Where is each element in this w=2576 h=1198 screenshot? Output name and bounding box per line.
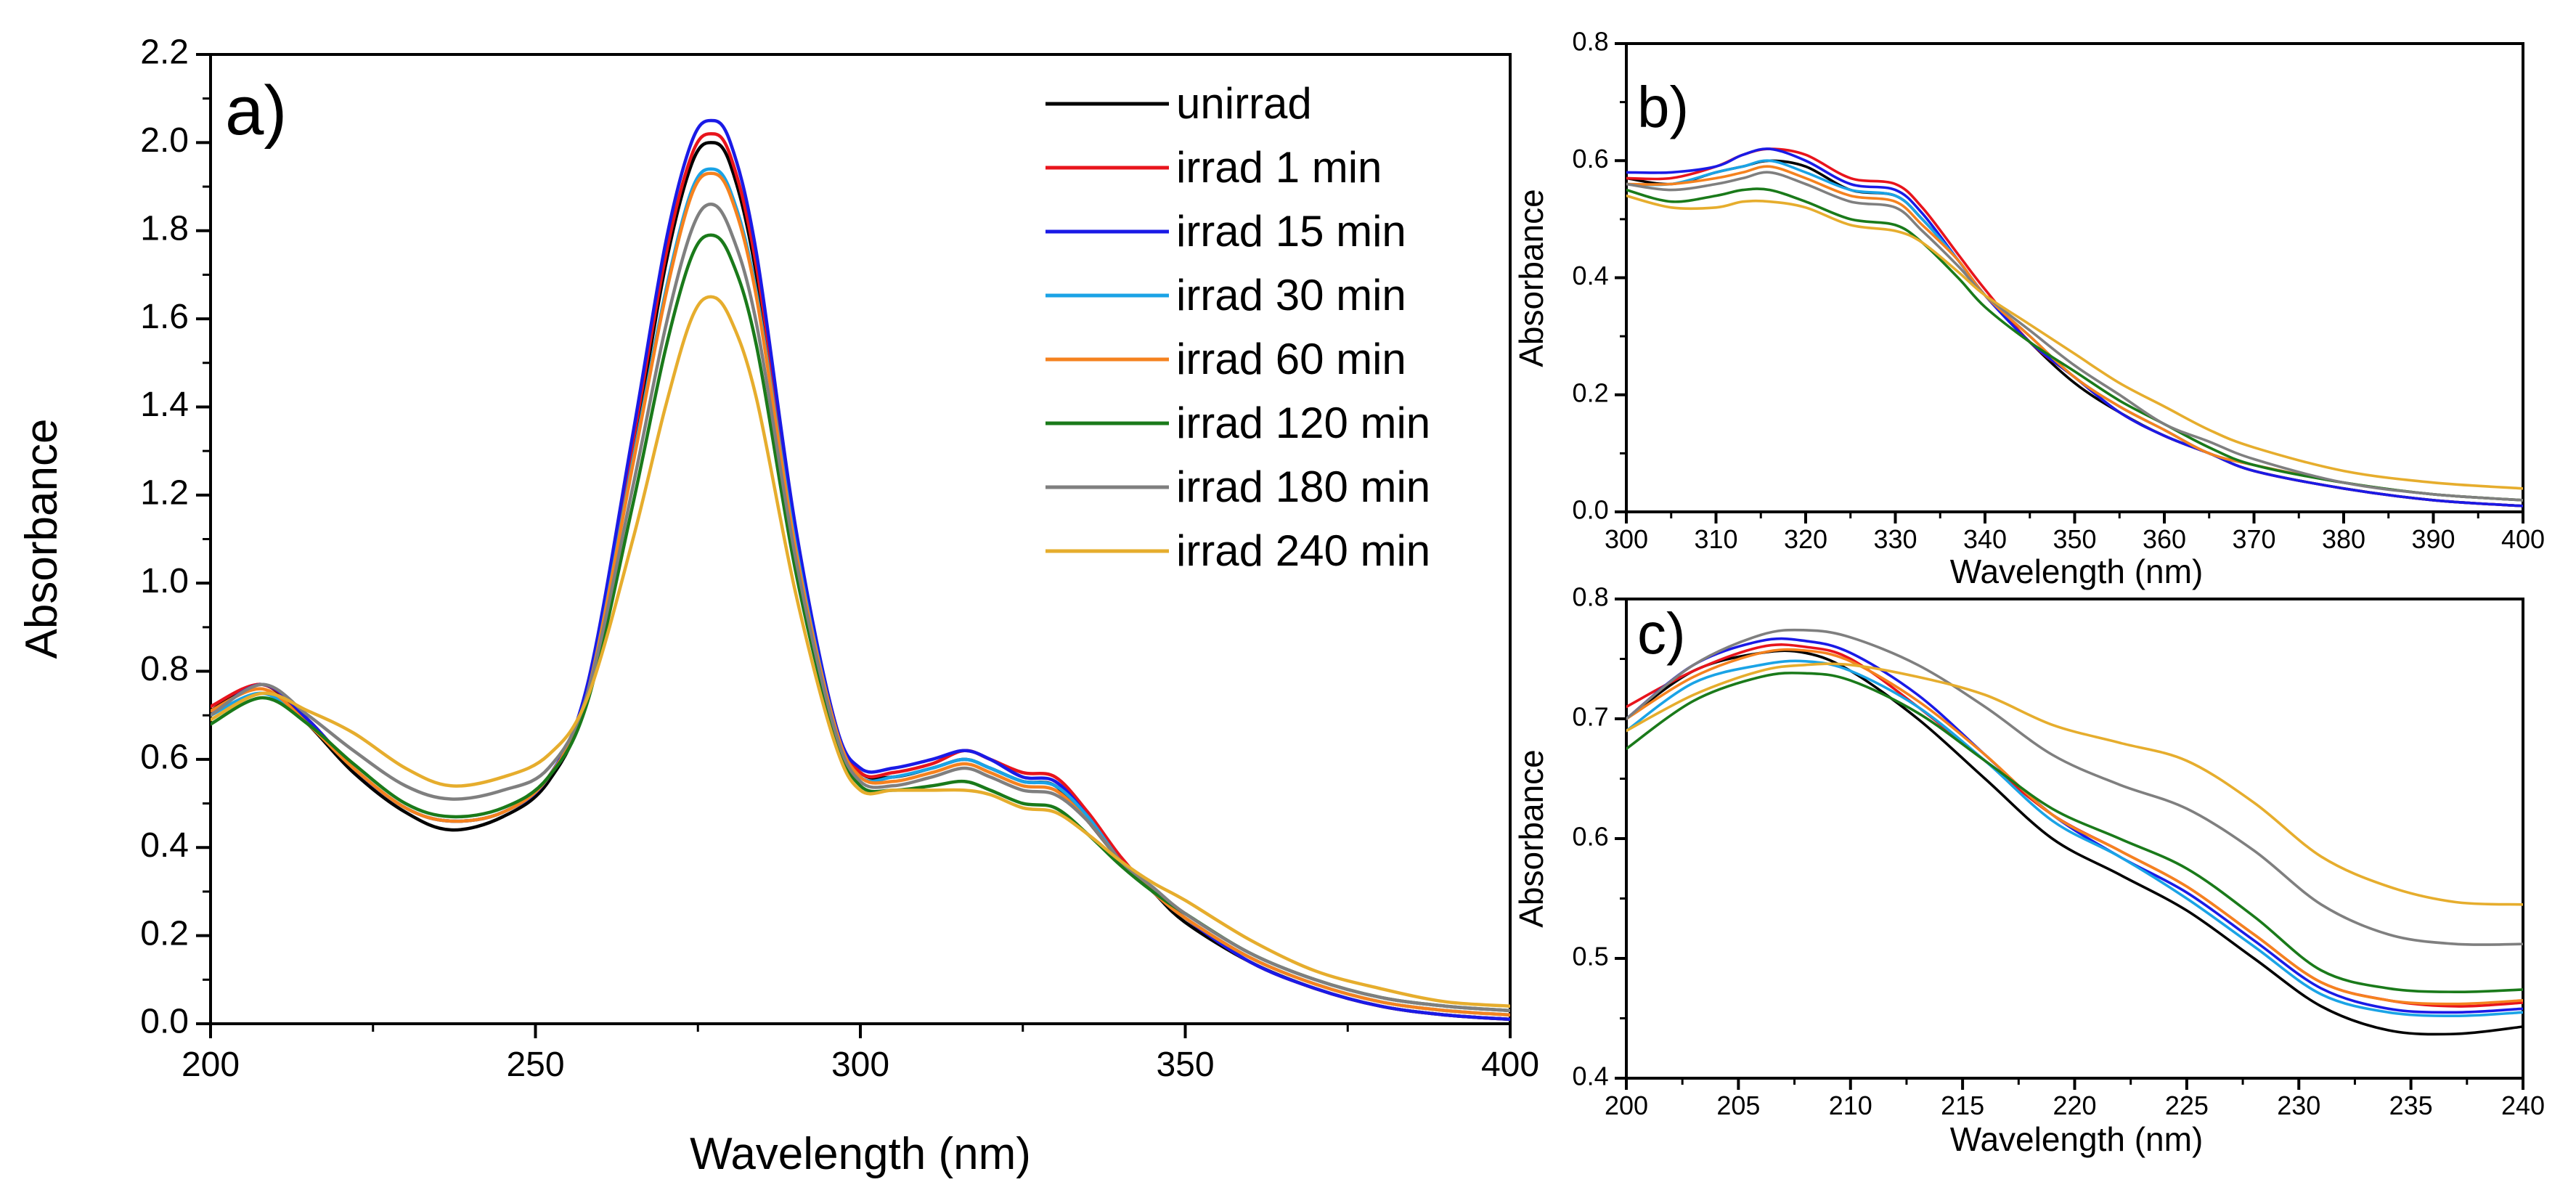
- panel-a-letter: a): [225, 72, 287, 150]
- series-line-irrad-180-min: [211, 203, 1510, 1013]
- legend-label-irrad-30-min: irrad 30 min: [1176, 271, 1406, 319]
- y-tick-label: 0.7: [1573, 702, 1609, 732]
- x-tick-label: 235: [2389, 1091, 2433, 1120]
- y-tick-label: 0.0: [1573, 495, 1609, 525]
- panel-b-chart: 300 310 320 330 340 350 360 370 380 390 400 0.0 0.2 0…: [1512, 27, 2545, 590]
- series-line-irrad-60-min: [211, 171, 1510, 1017]
- panel-b-series: [1626, 147, 2523, 508]
- legend-label-irrad-60-min: irrad 60 min: [1176, 335, 1406, 383]
- x-tick-label: 390: [2411, 524, 2455, 554]
- y-tick-label: 0.8: [140, 650, 189, 688]
- panel-c-axes: 200 205 210 215 220 225 230 235 240 0.4 0.5 0.6 0.7 0…: [1573, 582, 2545, 1120]
- series-line-irrad-60-min: [1626, 648, 2523, 1006]
- y-tick-label: 0.6: [1573, 822, 1609, 852]
- y-tick-label: 0.8: [1573, 582, 1609, 612]
- x-tick-label: 225: [2165, 1091, 2209, 1120]
- x-tick-label: 200: [1605, 1091, 1648, 1120]
- panel-b-axes: 300 310 320 330 340 350 360 370 380 390 400 0.0 0.2 0…: [1573, 27, 2545, 554]
- x-tick-label: 200: [182, 1046, 240, 1084]
- y-tick-label: 0.2: [1573, 378, 1609, 407]
- series-line-irrad-240-min: [211, 295, 1510, 1008]
- y-tick-label: 1.2: [140, 473, 189, 512]
- series-line-irrad-30-min: [1626, 659, 2523, 1017]
- x-tick-label: 240: [2501, 1091, 2545, 1120]
- x-tick-label: 215: [1941, 1091, 1984, 1120]
- x-tick-label: 300: [831, 1046, 889, 1084]
- x-tick-label: 210: [1829, 1091, 1872, 1120]
- x-tick-label: 360: [2143, 524, 2186, 554]
- y-tick-label: 2.2: [140, 33, 189, 72]
- series-line-irrad-240-min: [1626, 662, 2523, 906]
- x-tick-label: 250: [506, 1046, 564, 1084]
- panel-b-x-axis-title: Wavelength (nm): [1950, 553, 2204, 590]
- x-tick-label: 230: [2277, 1091, 2320, 1120]
- x-tick-label: 350: [1156, 1046, 1214, 1084]
- legend-label-irrad-1-min: irrad 1 min: [1176, 143, 1382, 192]
- y-tick-label: 0.4: [140, 826, 189, 865]
- y-tick-label: 1.8: [140, 209, 189, 248]
- panel-a-y-axis-title: Absorbance: [17, 419, 67, 659]
- y-tick-label: 1.6: [140, 298, 189, 336]
- y-tick-label: 0.4: [1573, 1062, 1609, 1091]
- x-tick-label: 220: [2053, 1091, 2096, 1120]
- series-line-irrad-240-min: [1626, 194, 2523, 490]
- x-tick-label: 320: [1784, 524, 1827, 554]
- x-tick-label: 310: [1694, 524, 1737, 554]
- x-tick-label: 350: [2053, 524, 2096, 554]
- x-tick-label: 400: [1481, 1046, 1539, 1084]
- legend-label-irrad-15-min: irrad 15 min: [1176, 207, 1406, 256]
- y-tick-label: 1.4: [140, 386, 189, 424]
- y-tick-label: 0.4: [1573, 261, 1609, 290]
- panel-c-series: [1626, 628, 2523, 1036]
- series-line-irrad-120-min: [1626, 187, 2523, 502]
- panel-c-x-axis-title: Wavelength (nm): [1950, 1120, 2204, 1158]
- panel-c-letter: c): [1637, 601, 1686, 666]
- panel-a-series: [211, 118, 1510, 1022]
- y-tick-label: 0.8: [1573, 27, 1609, 57]
- y-tick-label: 1.0: [140, 562, 189, 600]
- x-tick-label: 300: [1605, 524, 1648, 554]
- legend-label-irrad-120-min: irrad 120 min: [1176, 399, 1430, 447]
- y-tick-label: 2.0: [140, 121, 189, 160]
- x-tick-label: 340: [1963, 524, 2007, 554]
- panel-a-x-axis-title: Wavelength (nm): [690, 1129, 1031, 1179]
- legend-label-irrad-180-min: irrad 180 min: [1176, 463, 1430, 511]
- series-line-irrad-120-min: [1626, 672, 2523, 994]
- x-tick-label: 400: [2501, 524, 2545, 554]
- x-tick-label: 380: [2322, 524, 2365, 554]
- y-tick-label: 0.0: [140, 1003, 189, 1041]
- series-line-irrad-180-min: [1626, 628, 2523, 946]
- panel-b-y-axis-title: Absorbance: [1512, 189, 1550, 367]
- panel-b-letter: b): [1637, 75, 1689, 139]
- legend-label-irrad-240-min: irrad 240 min: [1176, 526, 1430, 575]
- y-tick-label: 0.6: [140, 738, 189, 777]
- panel-a-legend: unirrad irrad 1 min irrad 15 min irrad 30 m…: [1046, 79, 1430, 575]
- legend-label-unirrad: unirrad: [1176, 79, 1312, 128]
- panel-c-y-axis-title: Absorbance: [1512, 749, 1550, 928]
- y-tick-label: 0.5: [1573, 942, 1609, 971]
- panel-a-axes: 200 250 300 350 400 0.0 0.2 0.4 0.6 0.8 1.0 1.2 1.4 1…: [140, 33, 1539, 1084]
- panel-c-chart: 200 205 210 215 220 225 230 235 240 0.4 0.5 0.6 0.7 0…: [1512, 582, 2545, 1158]
- y-tick-label: 0.6: [1573, 144, 1609, 174]
- x-tick-label: 370: [2232, 524, 2275, 554]
- panel-a-chart: 200 250 300 350 400 0.0 0.2 0.4 0.6 0.8 1.0 1.2 1.4 1…: [17, 33, 1539, 1179]
- x-tick-label: 330: [1873, 524, 1917, 554]
- x-tick-label: 205: [1716, 1091, 1760, 1120]
- y-tick-label: 0.2: [140, 914, 189, 953]
